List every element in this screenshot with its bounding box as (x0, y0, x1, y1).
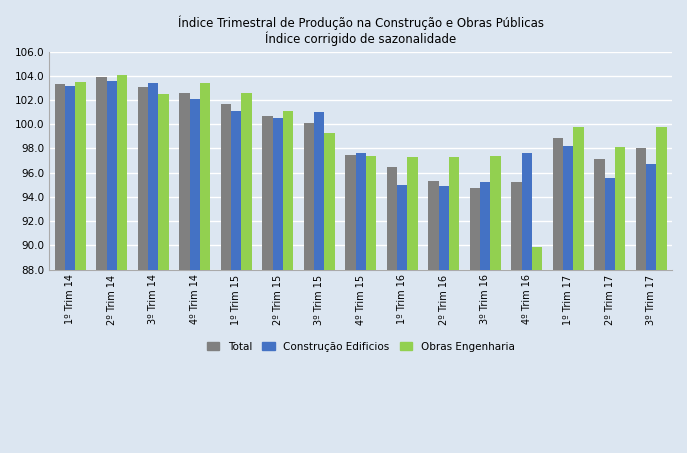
Bar (511, 183, 521, 270)
Bar (137, 87, 148, 270)
Bar (190, 99, 200, 270)
Bar (324, 133, 335, 270)
Bar (366, 156, 376, 270)
Bar (635, 149, 646, 270)
Bar (449, 157, 460, 270)
Bar (283, 111, 293, 270)
Bar (159, 94, 169, 270)
Bar (200, 83, 210, 270)
Bar (314, 112, 324, 270)
Bar (106, 81, 117, 270)
Bar (397, 185, 407, 270)
Title: Índice Trimestral de Produção na Construção e Obras Públicas
Índice corrigido de: Índice Trimestral de Produção na Constru… (178, 15, 543, 46)
Bar (407, 157, 418, 270)
Bar (428, 181, 438, 270)
Bar (221, 104, 231, 270)
Bar (117, 75, 127, 270)
Bar (345, 154, 356, 270)
Bar (605, 178, 615, 270)
Bar (646, 164, 657, 270)
Bar (262, 116, 273, 270)
Bar (148, 83, 159, 270)
Bar (96, 77, 106, 270)
Bar (273, 118, 283, 270)
Bar (65, 86, 76, 270)
Bar (657, 127, 667, 270)
Bar (491, 156, 501, 270)
Bar (179, 93, 190, 270)
Bar (480, 183, 491, 270)
Bar (304, 123, 314, 270)
Bar (552, 138, 563, 270)
Bar (55, 84, 65, 270)
Bar (521, 153, 532, 270)
Bar (387, 167, 397, 270)
Legend: Total, Construção Edificios, Obras Engenharia: Total, Construção Edificios, Obras Engen… (203, 337, 519, 356)
Bar (532, 246, 542, 270)
Bar (241, 93, 252, 270)
Bar (76, 82, 86, 270)
Bar (594, 159, 605, 270)
Bar (356, 153, 366, 270)
Bar (563, 146, 574, 270)
Bar (615, 147, 625, 270)
Bar (470, 188, 480, 270)
Bar (231, 111, 241, 270)
Bar (438, 186, 449, 270)
Bar (574, 127, 584, 270)
